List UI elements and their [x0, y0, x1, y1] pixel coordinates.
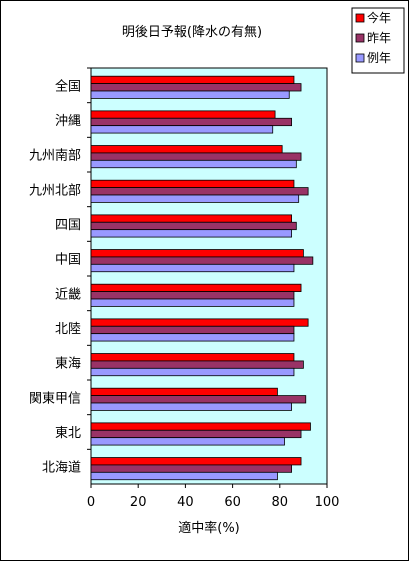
bar-2-12 [90, 464, 293, 473]
bar-2-4 [90, 187, 309, 196]
legend-label-2: 昨年 [367, 31, 391, 45]
legend-swatch-2 [355, 33, 365, 43]
category-label: 四国 [55, 218, 81, 233]
bar-1-7 [90, 283, 302, 293]
bar-2-9 [90, 360, 304, 369]
bar-2-6 [90, 256, 314, 265]
category-label: 近畿 [55, 287, 81, 302]
bar-group [90, 75, 314, 481]
bar-1-2 [90, 110, 276, 119]
bar-1-4 [90, 179, 295, 188]
legend-swatch-3 [355, 53, 365, 63]
plot-area [90, 67, 328, 485]
bar-2-5 [90, 221, 297, 231]
legend-label-3: 例年 [367, 51, 391, 65]
bar-2-8 [90, 325, 295, 335]
x-tick-label: 40 [177, 495, 194, 510]
category-label: 沖縄 [55, 114, 81, 129]
bar-3-1 [90, 90, 290, 99]
bar-3-8 [90, 333, 295, 342]
bar-3-9 [90, 367, 295, 377]
bar-1-6 [90, 249, 304, 258]
bar-3-3 [90, 159, 297, 169]
bar-2-2 [90, 117, 293, 127]
category-label: 北海道 [42, 461, 81, 476]
x-axis: 0 20 40 60 80 100 [87, 484, 340, 510]
category-label: 関東甲信 [29, 390, 81, 406]
x-tick-label: 100 [315, 495, 340, 510]
bar-3-7 [90, 298, 295, 307]
x-tick-label: 60 [224, 495, 241, 510]
bar-3-5 [90, 229, 293, 238]
bar-3-2 [90, 125, 274, 134]
legend-label-1: 今年 [367, 10, 391, 25]
category-label: 東海 [55, 356, 81, 372]
x-axis-label: 適中率(%) [178, 520, 240, 536]
category-label: 九州北部 [29, 183, 81, 198]
bar-3-11 [90, 437, 285, 446]
bar-1-10 [90, 387, 278, 397]
category-label: 全国 [55, 78, 81, 94]
bar-1-8 [90, 318, 309, 327]
chart-title: 明後日予報(降水の有無) [122, 25, 262, 40]
category-label: 九州南部 [29, 148, 81, 164]
bar-3-12 [90, 471, 278, 481]
category-label: 中国 [55, 253, 81, 268]
bar-3-6 [90, 263, 295, 273]
bar-1-1 [90, 75, 295, 84]
x-tick-label: 0 [87, 495, 95, 510]
category-label: 東北 [55, 425, 81, 441]
bar-2-10 [90, 395, 307, 404]
legend-swatch-1 [355, 13, 365, 23]
bar-1-11 [90, 422, 311, 431]
x-tick-label: 80 [272, 495, 289, 510]
bar-3-4 [90, 194, 300, 203]
bar-1-9 [90, 353, 295, 362]
bar-2-7 [90, 291, 295, 300]
x-tick-label: 20 [130, 495, 147, 510]
category-label: 北陸 [55, 321, 81, 337]
bar-1-3 [90, 145, 283, 154]
bar-1-12 [90, 457, 302, 466]
bar-2-3 [90, 152, 302, 161]
bar-3-10 [90, 402, 293, 411]
bar-1-5 [90, 214, 293, 223]
bar-2-1 [90, 83, 302, 92]
bar-2-11 [90, 429, 302, 439]
